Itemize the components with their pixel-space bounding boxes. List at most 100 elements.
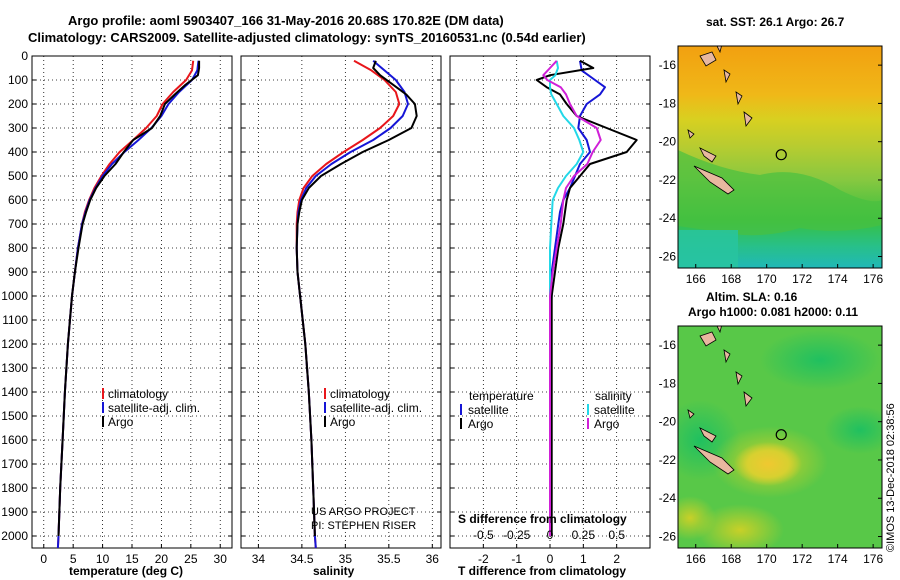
x-axis-label: T difference from climatology [458, 564, 626, 578]
map-x-tick-label: 166 [686, 272, 706, 286]
map-y-tick-label: -20 [659, 415, 677, 429]
map-y-tick-label: -24 [659, 211, 677, 225]
x-tick-label: -1 [511, 552, 522, 566]
map-x-tick-label: 176 [863, 272, 883, 286]
depth-tick-label: 200 [8, 97, 28, 111]
map-x-tick-label: 170 [757, 272, 777, 286]
sla-yellow-3 [678, 496, 716, 540]
legend-label-2: Argo [108, 415, 134, 429]
title-line-2: Climatology: CARS2009. Satellite-adjuste… [28, 30, 586, 45]
sla-features [678, 326, 882, 548]
title-line-1: Argo profile: aoml 5903407_166 31-May-20… [68, 13, 504, 28]
legend-label-1: satellite-adj. clim. [108, 401, 200, 415]
top-x-tick-label: -0.5 [473, 528, 494, 542]
sst-cool-band [678, 150, 882, 236]
sst-map-frame [677, 45, 883, 269]
top-x-tick-label: 0.25 [572, 528, 596, 542]
x-tick-label: 5 [70, 552, 77, 566]
map-y-tick-label: -16 [659, 338, 677, 352]
legend-title-salinity: salinity [595, 389, 632, 403]
map-y-tick-label: -22 [659, 453, 677, 467]
map-y-tick-label: -22 [659, 173, 677, 187]
x-tick-label: 35.5 [377, 552, 401, 566]
series-line-t-argo [535, 59, 638, 536]
map-x-tick-label: 166 [686, 552, 706, 566]
sst-map-title: sat. SST: 26.1 Argo: 26.7 [706, 15, 845, 29]
depth-tick-label: 1600 [1, 433, 28, 447]
map-y-tick-label: -16 [659, 58, 677, 72]
x-tick-label: 35 [339, 552, 353, 566]
depth-tick-label: 900 [8, 265, 28, 279]
map-y-tick-label: -26 [659, 250, 677, 264]
legend-t-label-1: Argo [468, 417, 494, 431]
map-x-tick-label: 176 [863, 552, 883, 566]
pi-credit-1: PI: STEPHEN RISER [311, 520, 416, 532]
temperature-panel: 0 5 10 15 20 25 30 temperature (deg C) 0 100 200 30… [1, 49, 233, 578]
x-tick-label: 1 [580, 552, 587, 566]
depth-tick-label: 1300 [1, 361, 28, 375]
x-tick-label: 36 [426, 552, 440, 566]
depth-tick-label: 500 [8, 169, 28, 183]
top-axis-label: S difference from climatology [458, 512, 627, 526]
legend-s-label-1: Argo [594, 417, 620, 431]
depth-tick-label: 800 [8, 241, 28, 255]
map-x-tick-label: 174 [828, 552, 848, 566]
x-tick-label: 34.5 [290, 552, 314, 566]
top-x-tick-label: 0.5 [608, 528, 625, 542]
depth-tick-label: 1000 [1, 289, 28, 303]
series-line-climatology [56, 60, 195, 549]
x-tick-label: 30 [214, 552, 228, 566]
x-tick-label: 25 [184, 552, 198, 566]
depth-tick-label: 100 [8, 73, 28, 87]
series-line-satellite-adj-clim- [56, 60, 200, 549]
depth-tick-label: 1200 [1, 337, 28, 351]
sla-map-title-1: Altim. SLA: 0.16 [706, 290, 798, 304]
depth-tick-label: 1100 [2, 313, 28, 327]
x-axis-label: temperature (deg C) [69, 564, 183, 578]
map-y-tick-label: -18 [659, 376, 677, 390]
sla-map-title-2: Argo h1000: 0.081 h2000: 0.11 [688, 305, 858, 319]
depth-tick-label: 1900 [1, 505, 28, 519]
sst-map: 166 168 170 172 174 176 -16 -18 -20 -22 -24 -26 [659, 45, 884, 286]
plot-frame [240, 55, 442, 549]
x-tick-label: 0 [547, 552, 554, 566]
float-position-marker [775, 149, 787, 161]
sst-map-axes: 166 168 170 172 174 176 -16 -18 -20 -22 -24 -26 [659, 58, 884, 286]
top-x-tick-label: -0.25 [503, 528, 531, 542]
sla-warm-core [734, 442, 802, 486]
x-tick-label: 10 [96, 552, 110, 566]
float-position-marker-sla [775, 429, 787, 441]
sla-map-frame [677, 325, 883, 549]
depth-tick-label: 1400 [1, 385, 28, 399]
depth-tick-label: 1700 [1, 457, 28, 471]
salinity-panel: 34 34.5 35 35.5 36 salinity climatologysatelli… [240, 55, 442, 578]
map-y-tick-label: -26 [659, 530, 677, 544]
legend-label-1: satellite-adj. clim. [330, 401, 422, 415]
x-tick-label: -2 [478, 552, 489, 566]
sla-green-3 [824, 406, 882, 454]
sla-islands [687, 326, 753, 475]
depth-tick-label: 1500 [1, 409, 28, 423]
legend-label-2: Argo [330, 415, 356, 429]
map-x-tick-label: 168 [721, 552, 741, 566]
sla-map: 166 168 170 172 174 176 -16 -18 -20 -22 -24 -26 [659, 325, 884, 566]
map-x-tick-label: 174 [828, 272, 848, 286]
series-line-t-satellite [549, 60, 606, 536]
map-x-tick-label: 172 [792, 272, 812, 286]
series-line-argo [57, 60, 201, 537]
legend-label-0: climatology [108, 387, 168, 401]
x-tick-label: 2 [613, 552, 620, 566]
map-x-tick-label: 170 [757, 552, 777, 566]
sla-map-axes: 166 168 170 172 174 176 -16 -18 -20 -22 -24 -26 [659, 338, 884, 566]
x-tick-label: 34 [252, 552, 266, 566]
sst-islands [687, 46, 753, 195]
depth-tick-label: 1800 [1, 481, 28, 495]
map-y-tick-label: -18 [659, 96, 677, 110]
depth-tick-label: 300 [8, 121, 28, 135]
imos-watermark: ©IMOS 13-Dec-2018 02:38:56 [885, 403, 897, 552]
map-y-tick-label: -24 [659, 491, 677, 505]
sla-yellow-2 [696, 504, 784, 548]
x-axis-label: salinity [313, 564, 355, 578]
x-tick-label: 0 [40, 552, 47, 566]
sla-green-1 [760, 330, 880, 390]
